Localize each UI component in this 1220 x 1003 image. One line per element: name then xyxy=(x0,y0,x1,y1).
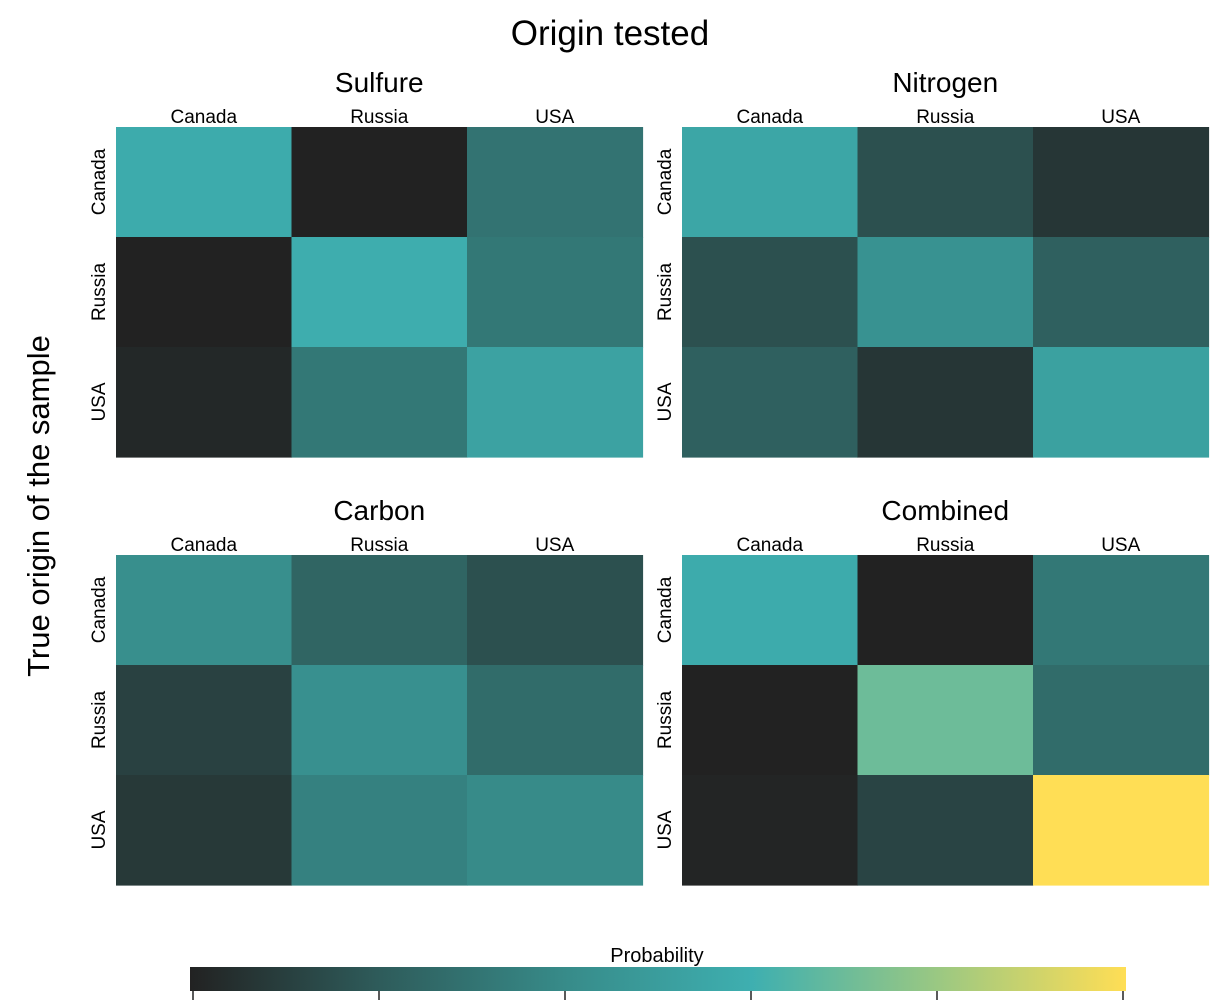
heatmap-cell xyxy=(857,775,1034,886)
heatmap-cell xyxy=(116,347,293,458)
row-label: Canada xyxy=(89,576,110,643)
heatmap-cell xyxy=(682,665,859,776)
heatmap-cell xyxy=(116,665,293,776)
row-label: USA xyxy=(655,382,676,421)
heatmap-cell xyxy=(857,555,1034,666)
column-label: USA xyxy=(1101,535,1140,556)
column-label: USA xyxy=(1101,107,1140,128)
heatmap-cell xyxy=(857,127,1034,238)
heatmap-cell xyxy=(857,237,1034,348)
legend: Probability xyxy=(190,945,1126,1000)
row-label: USA xyxy=(89,810,110,849)
column-label: Canada xyxy=(170,535,237,556)
heatmap-cell xyxy=(116,775,293,886)
heatmap-cell xyxy=(291,237,468,348)
panel-combined: Combined Canada Russia USA Canada Russia USA xyxy=(655,495,1210,886)
heatmap-cell xyxy=(291,127,468,238)
heatmap-cell xyxy=(467,775,644,886)
heatmap-cell xyxy=(682,347,859,458)
legend-ticks xyxy=(192,991,1124,1000)
heatmap-cell xyxy=(857,347,1034,458)
row-label: Russia xyxy=(89,691,110,750)
heatmap-cell xyxy=(467,237,644,348)
heatmap-cell xyxy=(116,237,293,348)
heatmap-cell xyxy=(291,347,468,458)
panel-title: Combined xyxy=(881,495,1009,526)
heatmap-cell xyxy=(291,665,468,776)
heatmap-cell xyxy=(116,555,293,666)
chart-title: Origin tested xyxy=(510,14,710,53)
column-label: Canada xyxy=(736,535,803,556)
heatmap-cell xyxy=(467,665,644,776)
heatmap-cell xyxy=(682,775,859,886)
legend-title: Probability xyxy=(610,945,703,967)
heatmap-cell xyxy=(467,347,644,458)
panel-title: Carbon xyxy=(333,495,425,526)
row-label: Canada xyxy=(655,576,676,643)
heatmap-cell xyxy=(682,555,859,666)
row-label: Canada xyxy=(655,148,676,215)
panel-nitrogen: Nitrogen Canada Russia USA Canada Russia USA xyxy=(655,67,1210,458)
column-label: Canada xyxy=(736,107,803,128)
column-label: Russia xyxy=(916,107,975,128)
heatmap-cell xyxy=(467,555,644,666)
heatmap-cell xyxy=(682,237,859,348)
heatmap-cell xyxy=(1033,775,1210,886)
heatmap-cell xyxy=(116,127,293,238)
panel-title: Sulfure xyxy=(335,67,424,98)
column-label: Canada xyxy=(170,107,237,128)
heatmap-cell xyxy=(467,127,644,238)
column-label: USA xyxy=(535,107,574,128)
row-label: Russia xyxy=(655,263,676,322)
heatmap-cell xyxy=(682,127,859,238)
heatmap-cell xyxy=(1033,665,1210,776)
heatmap-cell xyxy=(1033,555,1210,666)
row-label: USA xyxy=(89,382,110,421)
row-label: Russia xyxy=(89,263,110,322)
heatmap-cell xyxy=(857,665,1034,776)
heatmap-cell xyxy=(291,775,468,886)
column-label: Russia xyxy=(916,535,975,556)
heatmap-cell xyxy=(1033,347,1210,458)
panel-sulfure: Sulfure Canada Russia USA Canada Russia USA xyxy=(89,67,644,458)
heatmap-cell xyxy=(291,555,468,666)
column-label: Russia xyxy=(350,535,409,556)
legend-color-bar xyxy=(190,967,1126,991)
row-label: USA xyxy=(655,810,676,849)
panel-title: Nitrogen xyxy=(892,67,998,98)
heatmap-cell xyxy=(1033,237,1210,348)
heatmap-cell xyxy=(1033,127,1210,238)
row-label: Canada xyxy=(89,148,110,215)
column-label: Russia xyxy=(350,107,409,128)
panel-carbon: Carbon Canada Russia USA Canada Russia USA xyxy=(89,495,644,886)
row-label: Russia xyxy=(655,691,676,750)
column-label: USA xyxy=(535,535,574,556)
